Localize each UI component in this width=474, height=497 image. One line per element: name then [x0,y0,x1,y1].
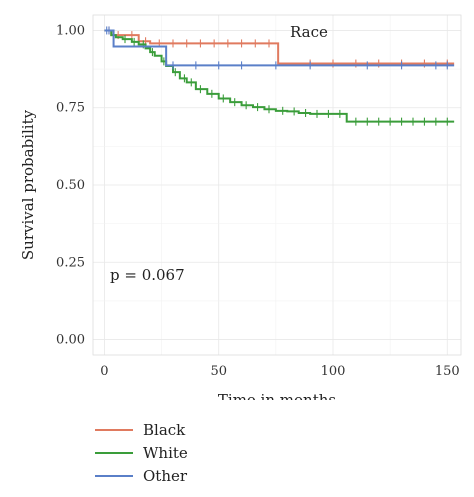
y-tick-label: 0.25 [56,255,85,270]
legend-swatch-black [95,428,133,431]
legend-item-other: Other [95,464,188,487]
y-tick-label: 0.50 [56,178,85,193]
km-plot: 0 50 100 150 0.00 0.25 0.50 0.75 1.00 Race p = 0… [19,14,462,400]
x-tick-label: 150 [435,364,460,379]
series-other [104,26,455,70]
legend-item-black: Black [95,418,188,441]
legend-label-white: White [143,443,188,462]
series-white [104,29,455,126]
plot-panel-border [92,14,462,356]
legend: Black White Other [95,418,188,487]
x-tick-label: 100 [321,364,346,379]
y-tick-label: 0.00 [56,333,85,348]
x-tick-label: 0 [100,364,108,379]
p-value-annotation: p = 0.067 [110,266,185,284]
x-tick-label: 50 [210,364,227,379]
legend-label-black: Black [143,420,186,439]
legend-swatch-other [95,474,133,477]
x-axis-title: Time in months [218,391,336,400]
y-axis-title: Survival probability [19,109,37,260]
legend-swatch-white [95,451,133,454]
legend-label-other: Other [143,466,188,485]
y-tick-label: 0.75 [56,101,85,116]
legend-item-white: White [95,441,188,464]
survival-curve-other [104,29,455,67]
legend-title: Race [290,23,328,41]
y-tick-label: 1.00 [56,23,85,38]
tick-labels: 0 50 100 150 0.00 0.25 0.50 0.75 1.00 [56,23,460,379]
grid [93,15,461,355]
series-layer [104,26,455,126]
